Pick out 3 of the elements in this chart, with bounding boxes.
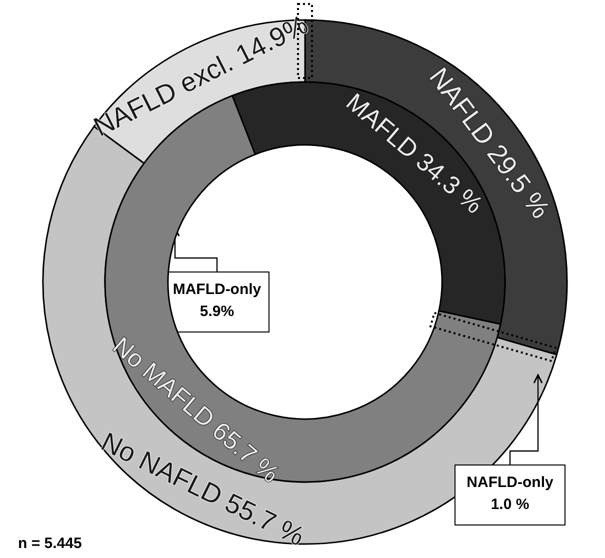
text: n = 5.445 (18, 535, 82, 552)
text: NAFLD-only 1.0 % (466, 474, 554, 513)
text: MAFLD-only 5.9% (172, 281, 262, 320)
